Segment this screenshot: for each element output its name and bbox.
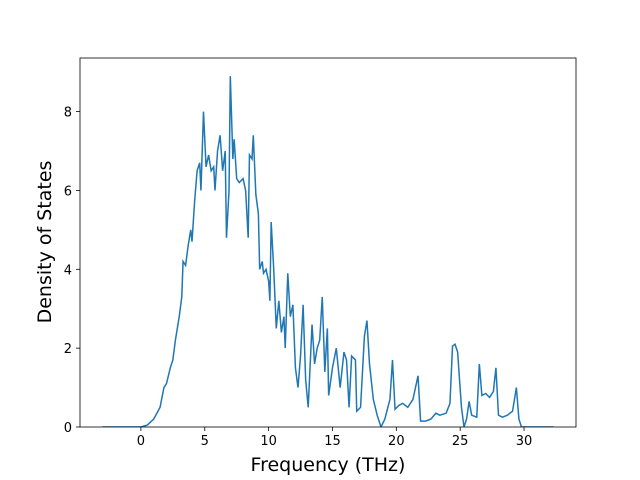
x-tick-label: 15 [324,434,341,449]
x-tick-label: 5 [201,434,209,449]
y-axis-label: Density of States [34,161,56,324]
plot-frame [79,57,577,428]
y-tick-label: 8 [64,106,72,121]
x-tick-label: 25 [452,434,469,449]
x-axis-label: Frequency (THz) [251,454,406,476]
y-tick-label: 2 [64,342,72,357]
dos-line [102,76,554,427]
x-tick-label: 10 [260,434,277,449]
y-tick-label: 4 [64,263,72,278]
x-tick-label: 0 [137,434,145,449]
y-tick-label: 6 [64,184,72,199]
y-tick-label: 0 [64,421,72,436]
x-tick-label: 30 [516,434,533,449]
x-tick-label: 20 [388,434,405,449]
